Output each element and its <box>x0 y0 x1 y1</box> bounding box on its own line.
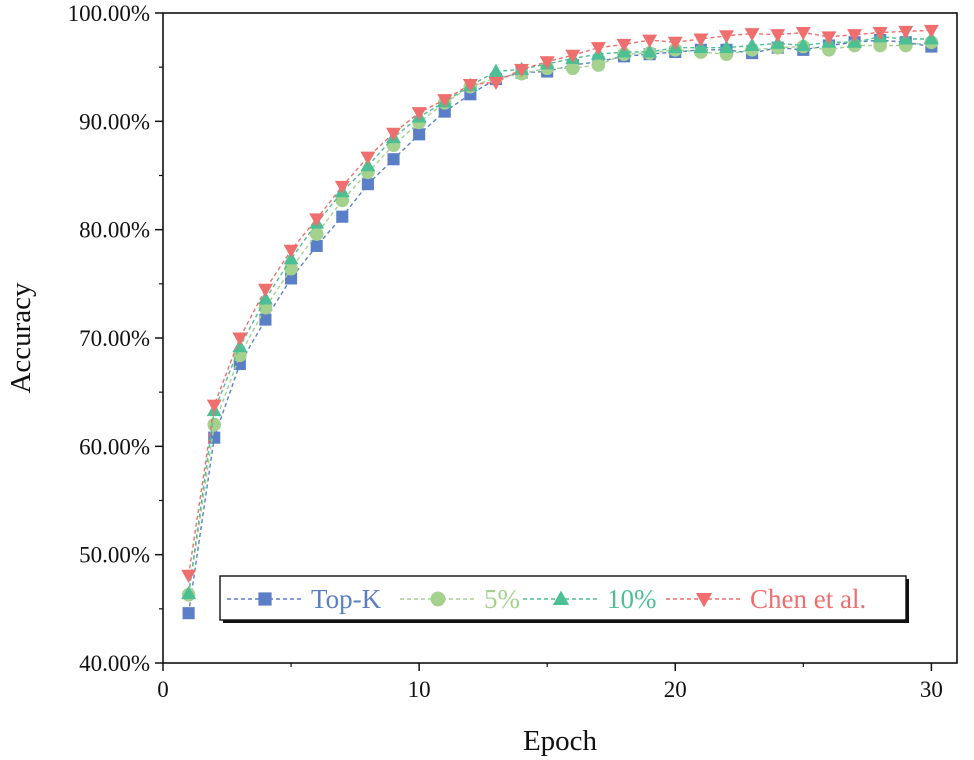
data-point <box>309 213 325 227</box>
data-point <box>182 607 195 620</box>
x-tick-label: 10 <box>408 677 431 702</box>
legend-marker <box>430 591 446 607</box>
legend-label: Top-K <box>311 584 382 614</box>
data-point <box>232 332 248 346</box>
legend-marker <box>258 592 272 606</box>
legend: Top-K 5% 10% Chen et al. <box>219 575 909 623</box>
data-point <box>847 29 863 43</box>
x-tick-label: 30 <box>920 677 943 702</box>
data-point <box>387 153 400 166</box>
data-point <box>488 76 504 91</box>
data-point <box>693 33 709 47</box>
data-point <box>334 180 350 195</box>
data-point <box>207 417 222 432</box>
y-axis-ticks: 40.00% 50.00% 60.00% 70.00% 80.00% 90.00% 100.… <box>68 1 163 676</box>
data-point <box>284 261 298 276</box>
data-point <box>565 49 581 63</box>
x-axis-title: Epoch <box>523 725 598 757</box>
legend-shadow <box>906 579 909 623</box>
data-point <box>181 585 197 600</box>
y-tick-label: 60.00% <box>79 434 150 459</box>
series-line <box>187 29 932 576</box>
data-point <box>413 128 426 141</box>
data-point <box>642 44 658 58</box>
data-point <box>795 27 811 41</box>
legend-label: Chen et al. <box>750 584 866 614</box>
y-tick-label: 80.00% <box>79 218 150 243</box>
data-point <box>591 58 606 72</box>
series-line <box>187 36 932 594</box>
data-point <box>462 79 478 93</box>
legend-shadow <box>223 620 909 623</box>
y-tick-label: 100.00% <box>68 1 150 26</box>
data-point <box>283 244 299 258</box>
data-point <box>259 313 272 326</box>
data-point <box>872 27 888 41</box>
legend-label: 10% <box>607 584 657 614</box>
data-point <box>744 28 760 42</box>
y-tick-label: 90.00% <box>79 109 150 134</box>
data-point <box>309 227 324 241</box>
data-point <box>590 42 606 56</box>
legend-item: 10% <box>523 584 657 614</box>
data-point <box>181 569 197 583</box>
y-tick-label: 40.00% <box>79 651 150 676</box>
legend-marker <box>695 593 713 608</box>
y-axis-title: Accuracy <box>5 282 37 394</box>
data-point <box>539 56 555 70</box>
x-tick-label: 20 <box>664 677 687 702</box>
y-tick-label: 70.00% <box>79 326 150 351</box>
data-point <box>514 63 530 78</box>
data-point <box>744 37 760 51</box>
legend-item: 5% <box>400 584 520 614</box>
legend-item: Chen et al. <box>666 584 866 614</box>
data-point <box>361 178 374 191</box>
data-point <box>437 94 453 108</box>
data-point <box>488 63 504 77</box>
data-point <box>386 127 401 141</box>
y-tick-label: 50.00% <box>79 543 150 568</box>
data-point <box>898 25 914 40</box>
legend-marker <box>552 590 570 605</box>
data-point <box>411 107 427 121</box>
data-point <box>310 239 323 252</box>
data-point <box>642 34 658 48</box>
data-point <box>206 399 222 413</box>
legend-label: 5% <box>484 584 520 614</box>
data-point <box>795 37 811 51</box>
data-point <box>616 38 632 53</box>
data-point <box>336 210 349 223</box>
series-layer <box>181 24 939 620</box>
data-point <box>360 151 376 165</box>
x-tick-label: 0 <box>157 677 169 702</box>
data-point <box>770 29 786 43</box>
data-point <box>719 30 734 44</box>
data-point <box>923 24 939 39</box>
data-point <box>821 31 837 45</box>
data-point <box>565 61 580 76</box>
legend-item: Top-K <box>227 584 382 614</box>
data-point <box>285 272 298 285</box>
series-chen-et-al- <box>181 24 939 583</box>
data-point <box>667 36 683 50</box>
data-point <box>257 291 273 305</box>
data-point <box>257 283 273 297</box>
x-axis-ticks: 0 10 20 30 <box>157 663 943 702</box>
data-point <box>719 39 734 54</box>
